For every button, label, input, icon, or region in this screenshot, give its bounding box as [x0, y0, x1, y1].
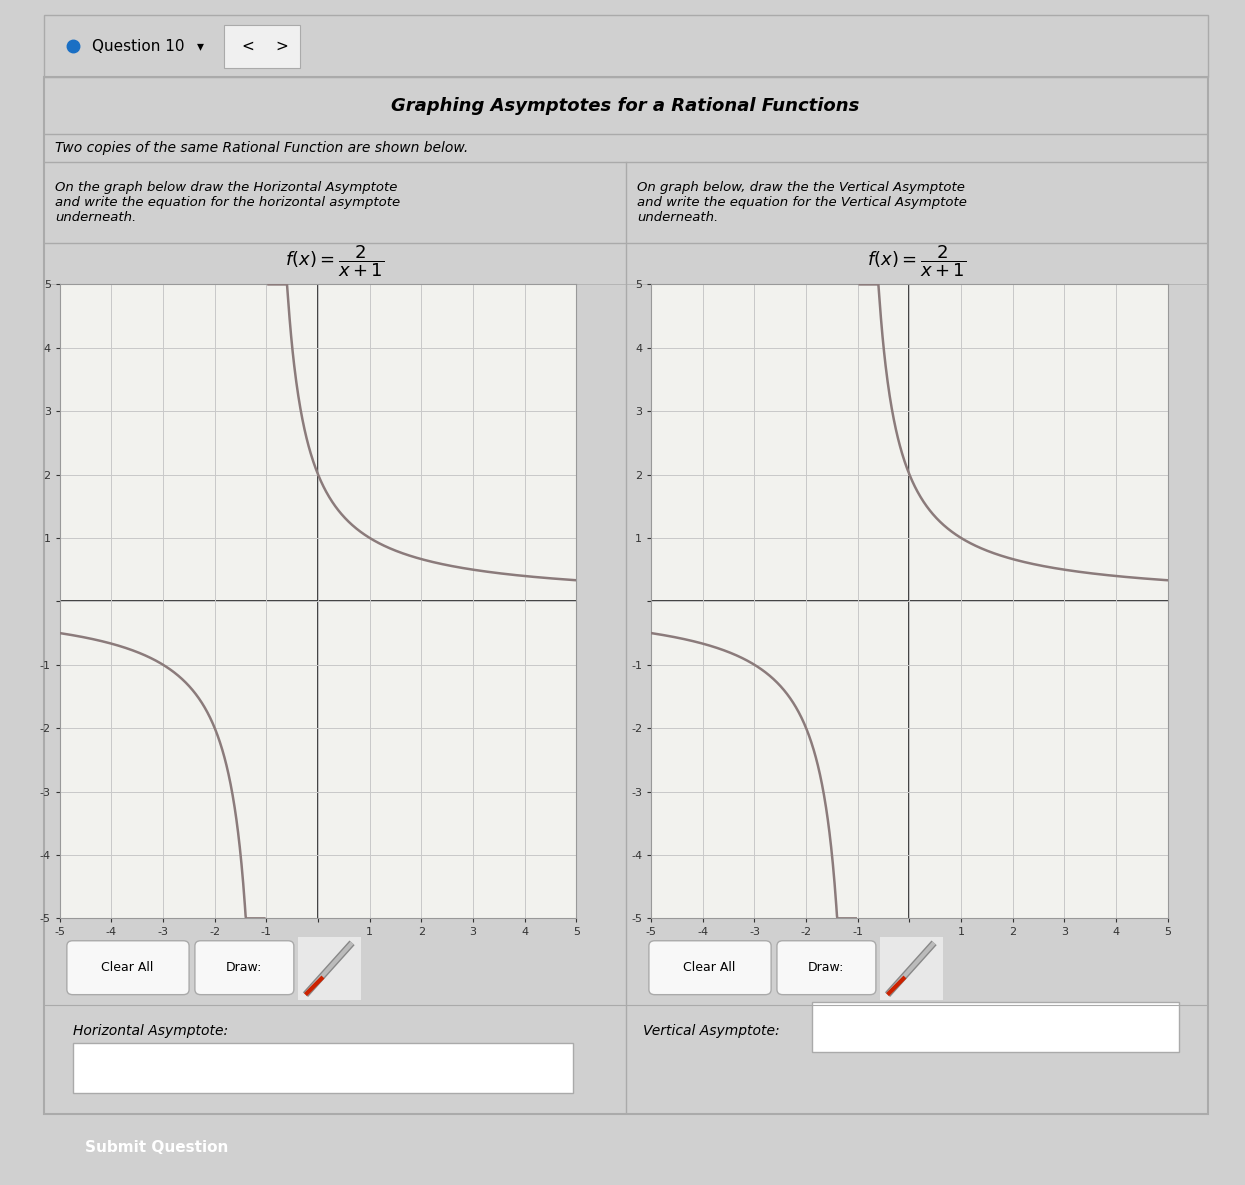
Text: $f(x) = \dfrac{2}{x+1}$: $f(x) = \dfrac{2}{x+1}$	[285, 244, 385, 280]
Bar	[72, 1043, 573, 1093]
Text: Question 10: Question 10	[92, 39, 186, 53]
Text: On the graph below draw the Horizontal Asymptote
and write the equation for the : On the graph below draw the Horizontal A…	[55, 181, 401, 224]
FancyBboxPatch shape	[777, 941, 876, 994]
Text: Draw:: Draw:	[808, 961, 844, 974]
FancyBboxPatch shape	[195, 941, 294, 994]
FancyBboxPatch shape	[298, 936, 361, 1000]
Text: Vertical Asymptote:: Vertical Asymptote:	[644, 1024, 779, 1038]
Text: $f(x) = \dfrac{2}{x+1}$: $f(x) = \dfrac{2}{x+1}$	[867, 244, 966, 280]
Text: Horizontal Asymptote:: Horizontal Asymptote:	[72, 1024, 228, 1038]
FancyBboxPatch shape	[879, 936, 944, 1000]
Bar	[224, 25, 300, 68]
Text: Two copies of the same Rational Function are shown below.: Two copies of the same Rational Function…	[55, 141, 468, 154]
Text: Clear All: Clear All	[684, 961, 736, 974]
Text: Submit Question: Submit Question	[85, 1140, 228, 1154]
Text: Clear All: Clear All	[101, 961, 153, 974]
Text: Draw:: Draw:	[225, 961, 261, 974]
Text: <: <	[242, 39, 254, 53]
Text: On graph below, draw the the Vertical Asymptote
and write the equation for the V: On graph below, draw the the Vertical As…	[637, 181, 967, 224]
Text: Graphing Asymptotes for a Rational Functions: Graphing Asymptotes for a Rational Funct…	[391, 97, 860, 115]
Text: ▾: ▾	[197, 39, 204, 53]
Text: >: >	[276, 39, 289, 53]
FancyBboxPatch shape	[649, 941, 771, 994]
Bar	[812, 1003, 1179, 1052]
FancyBboxPatch shape	[67, 941, 189, 994]
